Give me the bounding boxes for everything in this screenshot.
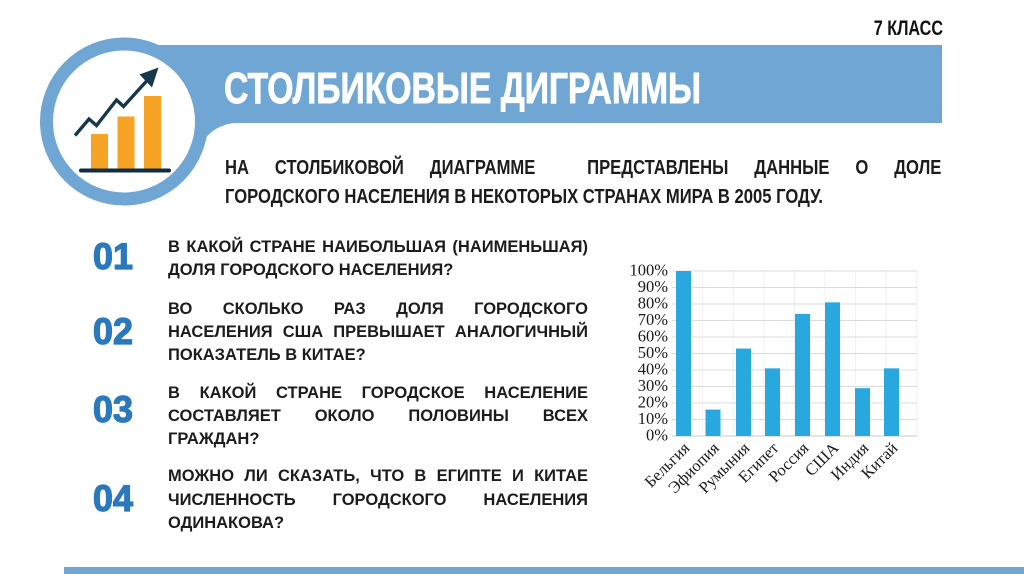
svg-text:20%: 20% bbox=[638, 393, 669, 412]
svg-text:90%: 90% bbox=[638, 277, 669, 296]
svg-text:40%: 40% bbox=[638, 360, 669, 379]
svg-text:10%: 10% bbox=[638, 409, 669, 428]
svg-text:80%: 80% bbox=[638, 294, 669, 313]
svg-text:100%: 100% bbox=[630, 261, 669, 280]
svg-text:70%: 70% bbox=[638, 310, 669, 329]
svg-text:50%: 50% bbox=[638, 343, 669, 362]
svg-text:30%: 30% bbox=[638, 376, 669, 395]
svg-text:0%: 0% bbox=[646, 426, 668, 445]
svg-text:60%: 60% bbox=[638, 327, 669, 346]
